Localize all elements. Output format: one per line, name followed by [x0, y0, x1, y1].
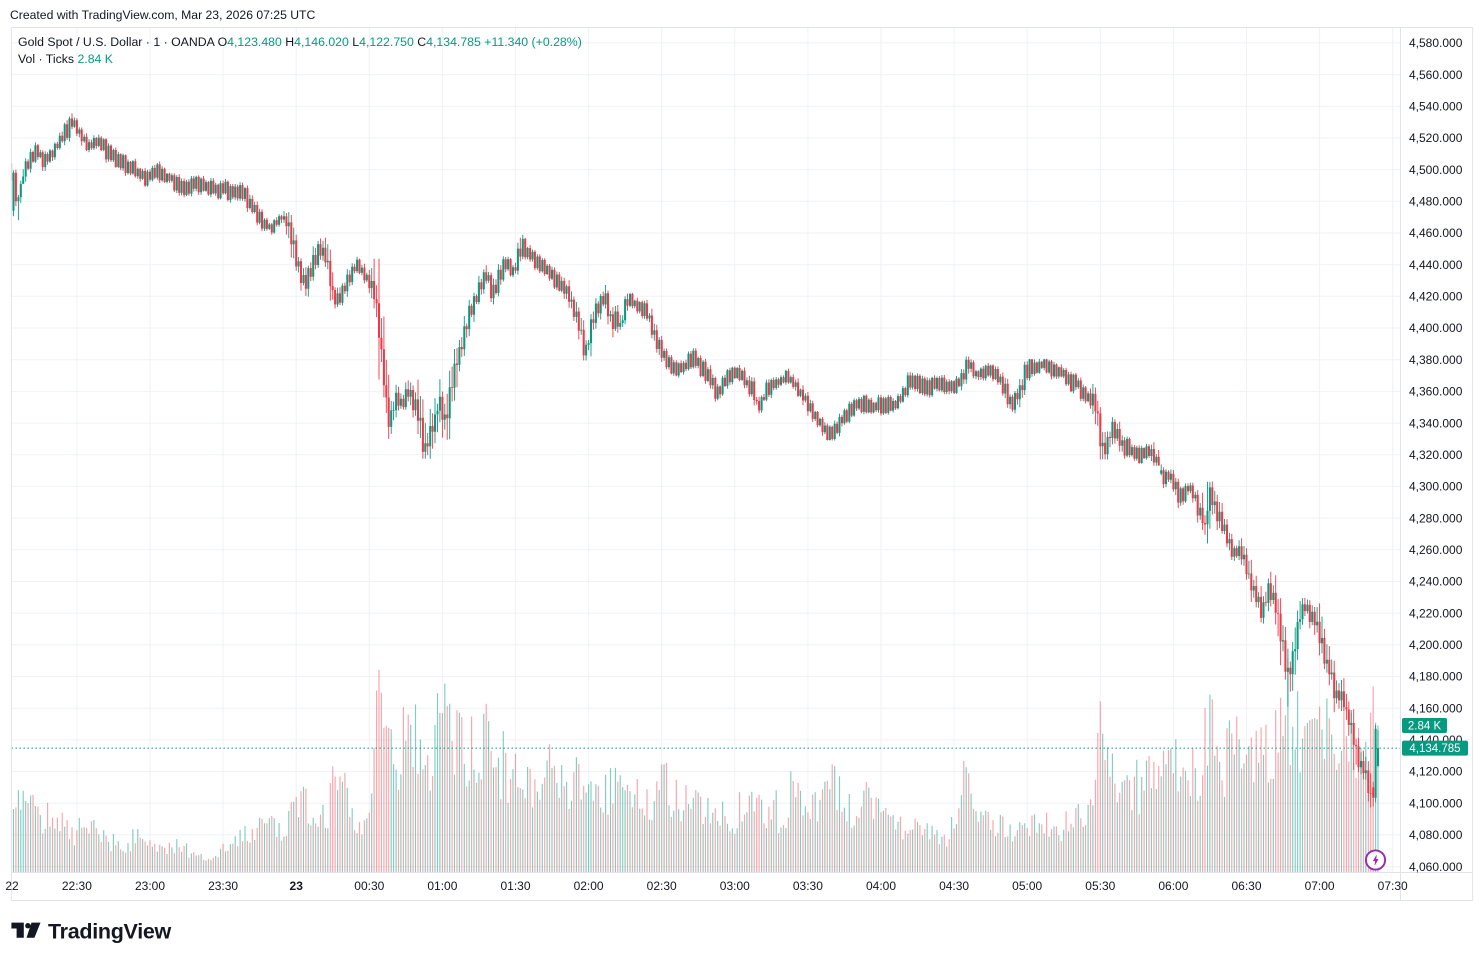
svg-text:4,200.000: 4,200.000 [1409, 638, 1463, 652]
svg-text:2.84 K: 2.84 K [1408, 721, 1442, 733]
svg-text:4,160.000: 4,160.000 [1409, 701, 1463, 715]
svg-text:4,134.785: 4,134.785 [1409, 743, 1460, 755]
svg-text:4,560.000: 4,560.000 [1409, 68, 1463, 82]
svg-text:4,180.000: 4,180.000 [1409, 670, 1463, 684]
svg-text:4,500.000: 4,500.000 [1409, 163, 1463, 177]
svg-text:4,120.000: 4,120.000 [1409, 765, 1463, 779]
svg-text:4,100.000: 4,100.000 [1409, 796, 1463, 810]
svg-text:03:30: 03:30 [793, 879, 823, 893]
svg-text:22: 22 [5, 879, 19, 893]
svg-text:4,520.000: 4,520.000 [1409, 131, 1463, 145]
svg-text:23:30: 23:30 [208, 879, 238, 893]
svg-text:4,540.000: 4,540.000 [1409, 100, 1463, 114]
svg-text:4,080.000: 4,080.000 [1409, 828, 1463, 842]
svg-text:4,060.000: 4,060.000 [1409, 860, 1463, 874]
svg-text:03:00: 03:00 [720, 879, 750, 893]
svg-text:4,240.000: 4,240.000 [1409, 575, 1463, 589]
svg-text:23: 23 [290, 879, 304, 893]
svg-text:06:00: 06:00 [1158, 879, 1188, 893]
svg-text:4,460.000: 4,460.000 [1409, 226, 1463, 240]
svg-text:4,320.000: 4,320.000 [1409, 448, 1463, 462]
svg-text:Created with TradingView.com,: Created with TradingView.com, Mar 23, 20… [10, 8, 315, 22]
svg-text:4,480.000: 4,480.000 [1409, 195, 1463, 209]
svg-text:4,420.000: 4,420.000 [1409, 290, 1463, 304]
svg-text:4,220.000: 4,220.000 [1409, 606, 1463, 620]
svg-text:01:30: 01:30 [500, 879, 530, 893]
svg-text:22:30: 22:30 [62, 879, 92, 893]
svg-text:04:00: 04:00 [866, 879, 896, 893]
svg-text:04:30: 04:30 [939, 879, 969, 893]
svg-text:4,400.000: 4,400.000 [1409, 321, 1463, 335]
svg-text:00:30: 00:30 [354, 879, 384, 893]
svg-text:4,280.000: 4,280.000 [1409, 511, 1463, 525]
svg-text:01:00: 01:00 [427, 879, 457, 893]
svg-text:05:00: 05:00 [1012, 879, 1042, 893]
svg-text:4,440.000: 4,440.000 [1409, 258, 1463, 272]
svg-text:4,360.000: 4,360.000 [1409, 385, 1463, 399]
svg-text:Gold Spot / U.S. Dollar · 1 ·: Gold Spot / U.S. Dollar · 1 · OANDA O4,1… [18, 35, 582, 49]
svg-text:07:30: 07:30 [1378, 879, 1408, 893]
svg-text:Vol · Ticks 2.84 K: Vol · Ticks 2.84 K [18, 52, 114, 66]
svg-text:02:30: 02:30 [647, 879, 677, 893]
svg-text:07:00: 07:00 [1305, 879, 1335, 893]
svg-text:4,380.000: 4,380.000 [1409, 353, 1463, 367]
svg-text:4,340.000: 4,340.000 [1409, 416, 1463, 430]
svg-text:05:30: 05:30 [1085, 879, 1115, 893]
svg-text:02:00: 02:00 [574, 879, 604, 893]
svg-text:23:00: 23:00 [135, 879, 165, 893]
svg-text:06:30: 06:30 [1231, 879, 1261, 893]
svg-text:4,300.000: 4,300.000 [1409, 480, 1463, 494]
svg-text:4,260.000: 4,260.000 [1409, 543, 1463, 557]
svg-text:TradingView: TradingView [48, 920, 172, 944]
svg-text:4,580.000: 4,580.000 [1409, 36, 1463, 50]
